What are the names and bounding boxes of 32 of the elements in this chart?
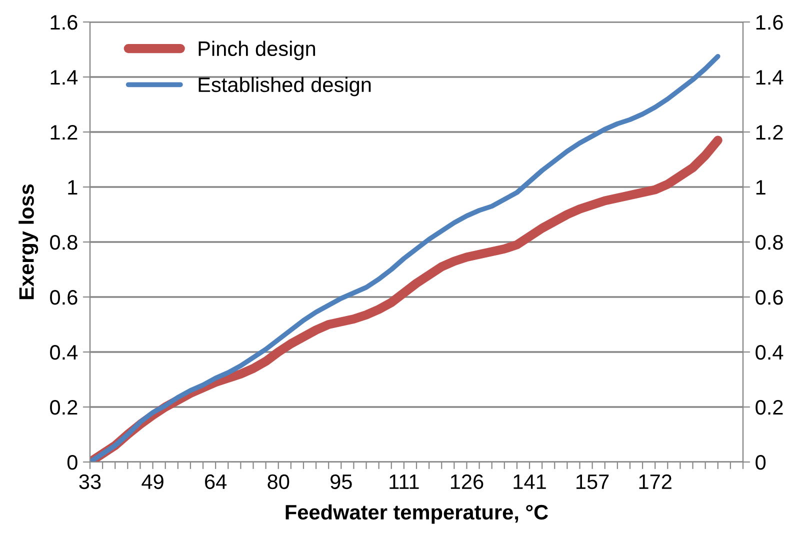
x-tick-label: 80	[268, 474, 290, 490]
y-tick-label: 1.4	[50, 70, 78, 85]
x-tick-label: 172	[639, 474, 672, 489]
y-tick-label: 0.8	[50, 235, 78, 250]
y-tick-label: 0.6	[50, 290, 78, 305]
y-tick-label: 1.6	[50, 15, 78, 30]
y2-tick-label: 1.2	[756, 125, 783, 140]
x-tick-label: 141	[514, 474, 546, 489]
y-tick-label: 1	[68, 180, 78, 195]
x-tick-label: 157	[576, 474, 609, 490]
x-tick-label: 64	[205, 474, 227, 490]
y-tick-label: 0.2	[50, 400, 78, 415]
x-tick-label: 126	[450, 474, 484, 490]
x-tick-label: 49	[142, 474, 164, 490]
y2-tick-label: 1.6	[756, 15, 783, 30]
x-tick-label: 33	[79, 474, 101, 490]
y2-tick-label: 0.2	[756, 400, 783, 415]
x-axis-title: Feedwater temperature, °C	[286, 504, 548, 524]
y2-tick-label: 1	[756, 180, 766, 195]
x-tick-label: 111	[390, 474, 419, 489]
y2-tick-label: 0	[756, 455, 766, 470]
y-axis-title: Exergy loss	[18, 184, 38, 300]
legend-label: Established design	[198, 76, 371, 96]
y-tick-label: 0	[67, 455, 78, 470]
y2-tick-label: 0.6	[756, 290, 783, 305]
y-tick-label: 1.2	[50, 125, 78, 140]
y2-tick-label: 1.4	[756, 70, 784, 85]
y2-tick-label: 0.4	[756, 345, 784, 360]
y-tick-label: 0.4	[50, 345, 78, 360]
x-tick-label: 95	[330, 474, 352, 490]
y2-tick-label: 0.8	[756, 235, 783, 250]
legend-label: Pinch design	[198, 40, 316, 60]
